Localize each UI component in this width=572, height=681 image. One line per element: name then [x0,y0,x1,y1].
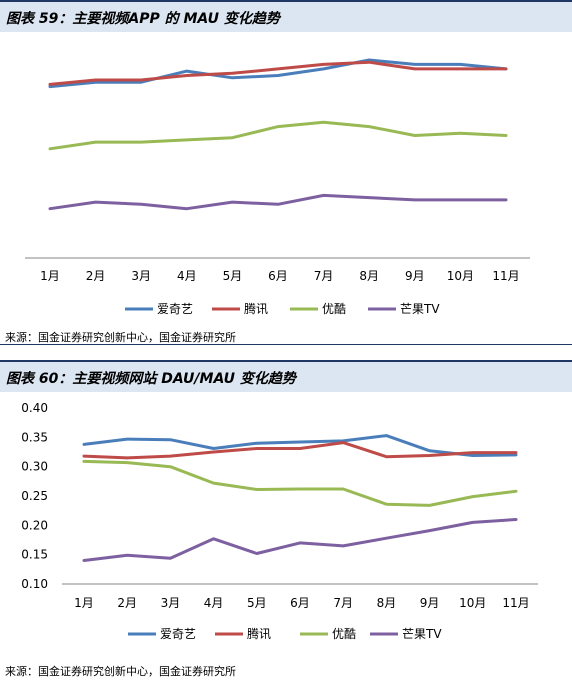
x-tick-label: 2月 [86,269,106,283]
chart1-title: 图表 59：主要视频APP 的 MAU 变化趋势 [6,11,280,27]
x-tick-label: 1月 [74,596,94,610]
x-tick-label: 2月 [117,596,137,610]
x-tick-label: 10月 [459,596,486,610]
legend-label: 爱奇艺 [157,302,193,316]
x-tick-label: 11月 [492,269,519,283]
y-tick-label: 0.30 [21,460,48,474]
chart2-source: 来源：国金证券研究创新中心，国金证券研究所 [5,665,236,678]
x-tick-label: 1月 [40,269,60,283]
y-tick-label: 0.10 [21,577,48,591]
x-tick-label: 8月 [359,269,379,283]
x-tick-label: 9月 [420,596,440,610]
x-tick-label: 3月 [161,596,181,610]
chart1-title-bar: 图表 59：主要视频APP 的 MAU 变化趋势 [0,0,572,32]
legend-label: 芒果TV [400,301,440,316]
x-tick-label: 11月 [502,596,529,610]
x-tick-label: 8月 [377,596,397,610]
chart1-series-line-0 [48,58,508,89]
chart1-series-line-1 [48,60,508,86]
x-tick-label: 4月 [177,269,197,283]
separator [0,344,572,345]
legend-label: 爱奇艺 [160,627,196,641]
x-tick-label: 7月 [333,596,353,610]
y-tick-label: 0.35 [21,430,48,444]
x-tick-label: 6月 [290,596,310,610]
chart2-series-line-3 [82,518,518,562]
y-tick-label: 0.25 [21,489,48,503]
legend-label: 优酷 [332,627,356,641]
legend-label: 优酷 [322,302,346,316]
legend-label: 芒果TV [402,626,442,641]
x-tick-label: 5月 [223,269,243,283]
y-tick-label: 0.20 [21,518,48,532]
x-tick-label: 9月 [405,269,425,283]
x-tick-label: 5月 [247,596,267,610]
chart1-series-line-2 [48,120,508,151]
y-tick-label: 0.40 [21,401,48,415]
x-tick-label: 7月 [314,269,334,283]
x-tick-label: 4月 [204,596,224,610]
legend-label: 腾讯 [244,301,268,316]
chart2-title: 图表 60：主要视频网站 DAU/MAU 变化趋势 [6,371,296,387]
chart1-series-line-3 [48,193,508,211]
chart2-series-line-0 [82,434,518,457]
chart2-series-line-1 [82,441,518,460]
chart1-source: 来源：国金证券研究创新中心，国金证券研究所 [5,331,236,344]
x-tick-label: 6月 [268,269,288,283]
chart2-title-bar: 图表 60：主要视频网站 DAU/MAU 变化趋势 [0,360,572,392]
legend-label: 腾讯 [247,626,271,641]
x-tick-label: 3月 [131,269,151,283]
chart2-series-line-2 [82,459,518,507]
x-tick-label: 10月 [447,269,474,283]
chart2-plot: 0.10 0.15 0.20 0.25 0.30 0.35 0.40 1月 2月 3月 4月 5月 6月… [21,401,538,641]
y-tick-label: 0.15 [21,548,48,562]
